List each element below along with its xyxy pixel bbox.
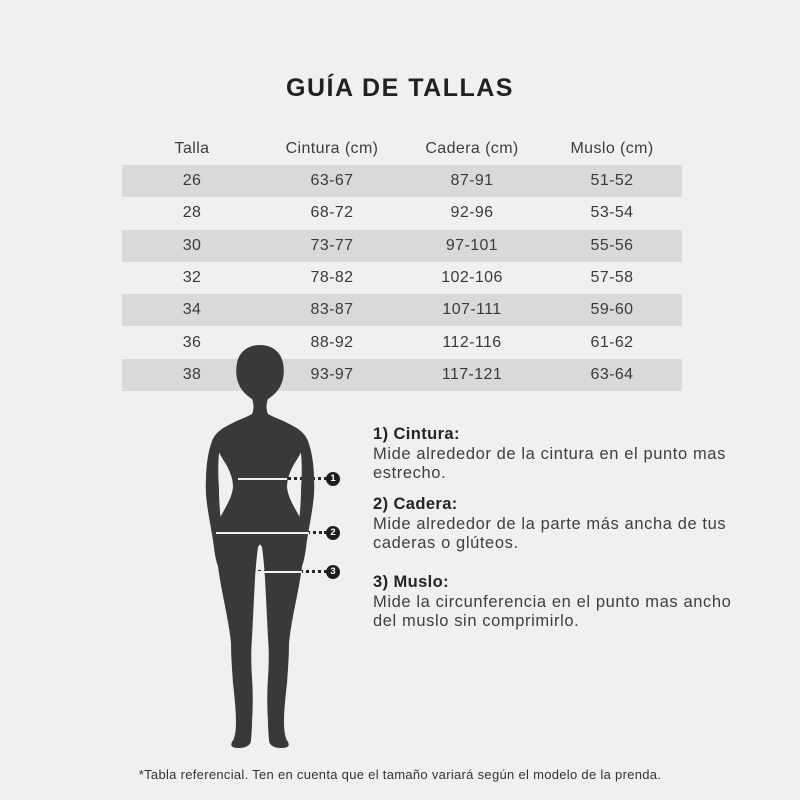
table-cell: 61-62 [590, 333, 634, 351]
table-cell: 38 [182, 365, 202, 383]
table-cell: 55-56 [590, 236, 634, 254]
table-cell: 112-116 [442, 333, 502, 351]
hip-line-overlay [216, 532, 309, 534]
table-cell: 36 [182, 333, 202, 351]
waist-line-overlay [238, 478, 287, 480]
column-header-talla: Talla [174, 140, 210, 157]
table-cell: 73-77 [310, 236, 354, 254]
table-row: 30 73-77 97-101 55-56 [122, 229, 682, 262]
table-cell: 93-97 [310, 365, 354, 383]
size-table-header-row: Talla Cintura (cm) Cadera (cm) Muslo (cm… [122, 135, 682, 163]
annotation-cintura-text: Mide alrededor de la cintura en el punto… [373, 444, 726, 483]
table-row: 28 68-72 92-96 53-54 [122, 197, 682, 229]
column-header-cadera: Cadera (cm) [425, 140, 519, 157]
table-cell: 92-96 [450, 204, 494, 222]
annotation-cintura: 1) Cintura: Mide alrededor de la cintura… [373, 425, 745, 484]
annotation-cadera-title: 2) Cadera: [373, 495, 458, 513]
column-header-cintura: Cintura (cm) [285, 140, 379, 157]
marker-2-badge: 2 [326, 526, 340, 540]
table-cell: 68-72 [310, 204, 354, 222]
annotation-muslo-title: 3) Muslo: [373, 573, 450, 591]
table-cell: 32 [182, 269, 202, 287]
marker-1-badge: 1 [326, 472, 340, 486]
table-cell: 63-67 [310, 172, 354, 190]
table-row: 36 88-92 112-116 61-62 [122, 326, 682, 358]
table-cell: 78-82 [310, 269, 354, 287]
table-cell: 87-91 [450, 172, 494, 190]
annotation-cadera-text: Mide alrededor de la parte más ancha de … [373, 514, 727, 553]
female-silhouette-illustration [205, 345, 315, 748]
table-cell: 117-121 [441, 365, 503, 383]
table-row: 34 83-87 107-111 59-60 [122, 294, 682, 327]
table-cell: 30 [182, 236, 202, 254]
table-cell: 107-111 [442, 301, 502, 319]
table-cell: 51-52 [590, 172, 634, 190]
page-title: GUÍA DE TALLAS [286, 74, 514, 102]
table-cell: 57-58 [590, 269, 634, 287]
thigh-line-overlay [258, 571, 302, 573]
column-header-muslo: Muslo (cm) [570, 140, 654, 157]
annotation-muslo: 3) Muslo: Mide la circunferencia en el p… [373, 573, 745, 632]
annotation-cintura-title: 1) Cintura: [373, 425, 460, 443]
table-cell: 88-92 [310, 333, 354, 351]
table-cell: 59-60 [590, 301, 634, 319]
annotation-cadera: 2) Cadera: Mide alrededor de la parte má… [373, 495, 745, 554]
footnote: *Tabla referencial. Ten en cuenta que el… [138, 767, 662, 782]
annotation-muslo-text: Mide la circunferencia en el punto mas a… [373, 592, 732, 631]
table-row: 38 93-97 117-121 63-64 [122, 358, 682, 392]
table-row: 26 63-67 87-91 51-52 [122, 165, 682, 198]
table-cell: 26 [182, 172, 202, 190]
table-cell: 97-101 [445, 236, 499, 254]
table-cell: 53-54 [590, 204, 634, 222]
table-cell: 28 [182, 204, 202, 222]
table-cell: 34 [182, 301, 202, 319]
marker-3-badge: 3 [326, 565, 340, 579]
table-cell: 83-87 [310, 301, 354, 319]
table-row: 32 78-82 102-106 57-58 [122, 262, 682, 294]
table-cell: 102-106 [441, 269, 503, 287]
table-cell: 63-64 [590, 365, 634, 383]
size-table: Talla Cintura (cm) Cadera (cm) Muslo (cm… [122, 135, 682, 392]
